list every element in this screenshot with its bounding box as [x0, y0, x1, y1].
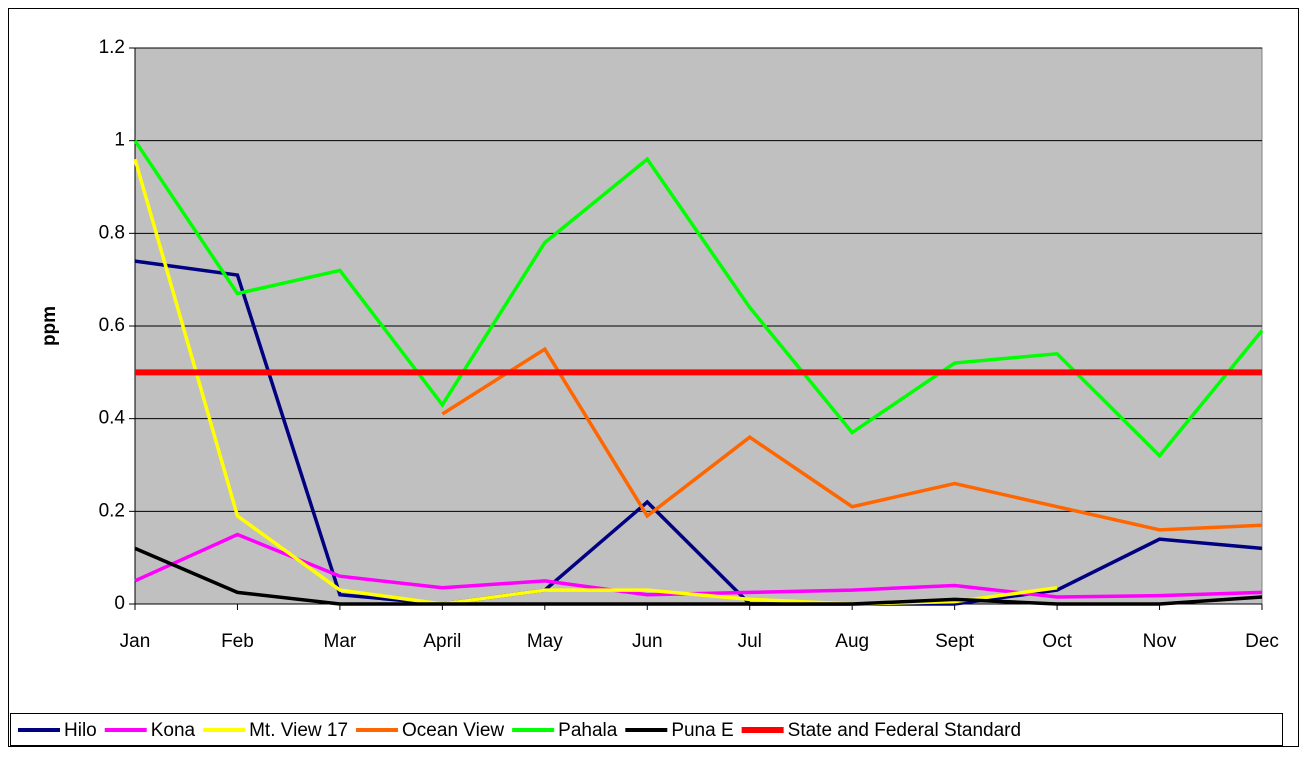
- legend-label: Pahala: [558, 720, 618, 741]
- x-tick-label: May: [527, 631, 563, 652]
- legend-label: Puna E: [671, 720, 733, 741]
- x-tick-label: Jan: [120, 631, 151, 652]
- y-tick-label: 0.4: [99, 408, 126, 429]
- x-tick-label: Jul: [738, 631, 762, 652]
- y-tick-label: 0.8: [99, 222, 125, 243]
- x-tick-label: Dec: [1245, 631, 1279, 652]
- legend-label: State and Federal Standard: [788, 720, 1021, 741]
- legend-label: Ocean View: [402, 720, 504, 741]
- legend-label: Kona: [151, 720, 196, 741]
- y-tick-label: 0.6: [99, 315, 125, 336]
- x-tick-label: Feb: [221, 631, 254, 652]
- y-axis-label: ppm: [39, 306, 60, 346]
- x-tick-label: Aug: [835, 631, 869, 652]
- x-tick-label: Sept: [935, 631, 975, 652]
- series-line: [441, 346, 1263, 532]
- x-tick-label: Nov: [1143, 631, 1177, 652]
- x-tick-label: Mar: [324, 631, 357, 652]
- legend-label: Mt. View 17: [249, 720, 348, 741]
- legend-label: Hilo: [64, 720, 97, 741]
- series-line: [134, 546, 1263, 606]
- x-tick-label: Oct: [1042, 631, 1072, 652]
- x-tick-label: Jun: [632, 631, 663, 652]
- y-tick-label: 1.2: [99, 37, 125, 58]
- y-tick-label: 1: [114, 130, 125, 151]
- series-line: [134, 259, 1263, 606]
- x-tick-label: April: [423, 631, 461, 652]
- y-tick-label: 0.2: [99, 500, 125, 521]
- y-tick-label: 0: [114, 593, 125, 614]
